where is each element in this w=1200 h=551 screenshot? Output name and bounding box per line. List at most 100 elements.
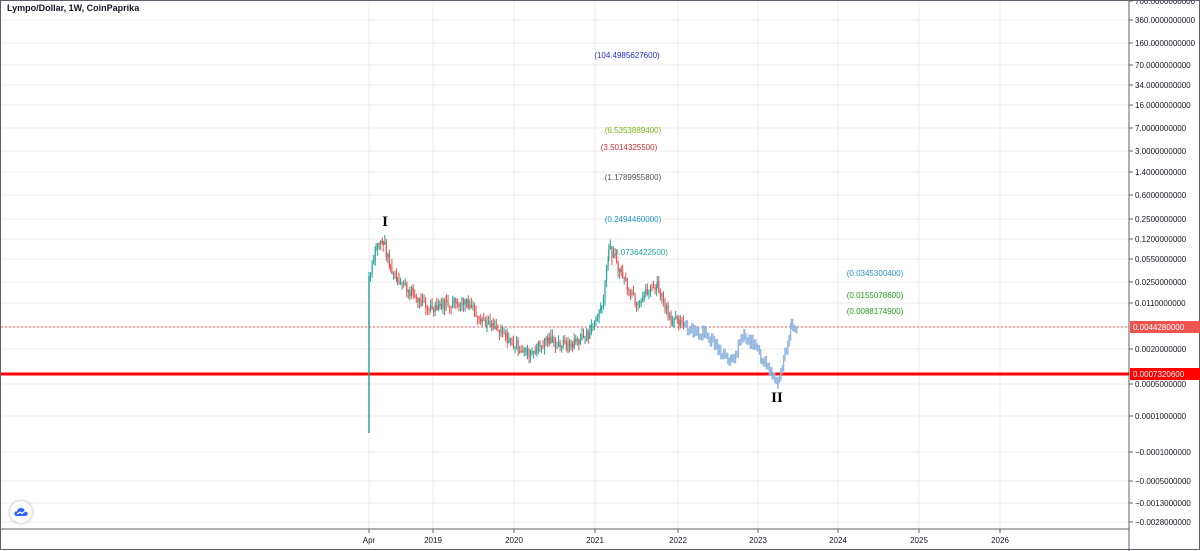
y-tick-label: 7.0000000000 [1135,124,1187,133]
candle-body [425,305,427,308]
candle-body [491,323,493,327]
price-label-text: 0.0044280000 [1133,323,1185,332]
candle-body [676,316,678,319]
candle-body [545,338,547,341]
candle-body [477,316,479,318]
y-tick-label: 0.0001000000 [1135,412,1187,421]
candle-body [667,305,669,318]
candle-body [562,340,564,347]
level-annotation: (6.5353889400) [605,126,662,135]
candle-body [540,345,543,347]
y-tick-label: 1.4000000000 [1135,168,1187,177]
candle-body [481,319,483,323]
y-tick-label: 0.0250000000 [1135,278,1187,287]
x-tick-label: 2019 [424,536,442,545]
y-tick-label: 0.0020000000 [1135,345,1187,354]
candle-body [678,318,680,327]
candle-body [495,326,497,331]
candle-body [584,336,586,338]
candle-body [564,340,566,343]
candle-body [401,283,403,285]
candle-body [445,300,448,302]
candle-body [508,339,510,344]
candle-body [494,326,496,329]
candle-body [645,288,647,296]
candle-body [523,349,525,352]
candle-body [602,298,605,306]
candle-body [443,299,446,309]
candle-body [487,320,490,323]
candle-body [447,301,449,306]
candle-body [440,303,442,309]
x-tick-label: 2022 [669,536,687,545]
y-tick-label: 160.0000000000 [1135,39,1196,48]
candle-body [592,323,594,325]
candle-body [492,323,494,329]
candle-body [590,323,592,333]
candle-body [543,338,546,348]
y-tick-label: −0.0013000000 [1135,499,1191,508]
candle-body [659,291,661,297]
candle-body [593,321,596,324]
y-tick-label: −0.0001000000 [1135,448,1191,457]
candle-body [511,338,513,340]
candle-body [579,340,581,345]
price-label-text: 0.0007320600 [1133,370,1185,379]
candle-body [572,343,574,348]
candle-body [632,292,635,296]
candle-body [648,291,650,294]
candle-body [682,321,685,328]
candle-body [611,246,613,258]
level-annotation: (0.0155078600) [847,291,904,300]
level-annotation: (0.0345300400) [847,269,904,278]
candle-body [473,305,476,313]
candle-body [517,339,519,352]
candle-body [392,273,395,275]
y-tick-label: 0.6000000000 [1135,191,1187,200]
candle-body [614,253,616,257]
candle-body [587,336,589,339]
candle-body [598,310,600,318]
level-annotation: (3.5014325500) [601,143,658,152]
candle-body [382,241,384,245]
y-tick-label: −0.0005000000 [1135,477,1191,486]
candle-body [498,330,500,334]
candle-body [391,266,393,275]
candle-body [395,274,398,281]
candle-body [654,287,656,291]
candle-body [617,262,619,273]
candle-body [458,304,460,307]
candle-body [450,306,452,308]
candle-body [578,339,580,345]
candle-body [472,305,474,308]
candle-body [656,281,658,286]
candle-body [553,338,555,343]
candle-body [442,299,444,309]
candle-body [428,309,430,311]
level-annotation: (0.2494460000) [605,215,662,224]
candle-body [669,316,671,318]
y-tick-label: −0.0028000000 [1135,518,1191,527]
candle-body [665,305,668,310]
tradingview-logo-button[interactable] [10,501,32,523]
candle-body [514,345,516,347]
candle-body [505,333,507,337]
candle-body [449,305,451,307]
candle-body [506,333,508,344]
candle-body [675,316,677,319]
candle-body [561,346,563,348]
candle-body [589,332,591,339]
candle-body [467,300,469,308]
candle-body [373,261,375,264]
candle-body [522,351,524,353]
candle-body [431,305,433,310]
candle-body [378,243,380,245]
x-tick-label: 2020 [505,536,523,545]
candle-body [649,286,652,292]
candle-body [418,298,421,303]
candle-body [595,318,597,322]
candle-body [637,303,639,306]
candle-body [394,273,396,275]
